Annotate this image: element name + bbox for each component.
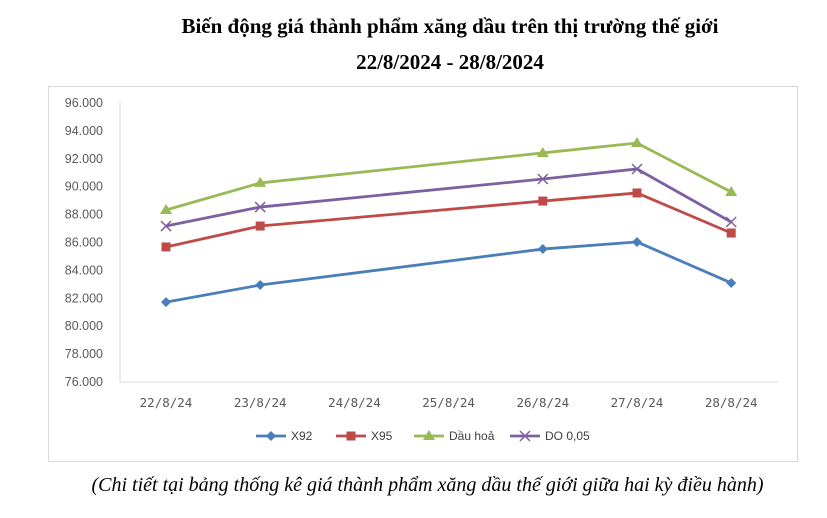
y-tick-label: 82.000 bbox=[65, 291, 103, 305]
x-tick-label: 25/8/24 bbox=[422, 395, 475, 410]
legend-label: DO 0,05 bbox=[545, 429, 590, 443]
y-tick-label: 78.000 bbox=[65, 347, 103, 361]
y-tick-label: 96.000 bbox=[65, 96, 103, 110]
data-point bbox=[160, 203, 172, 214]
data-point bbox=[161, 242, 171, 252]
series-line-2 bbox=[165, 141, 732, 212]
x-tick-label: 28/8/24 bbox=[705, 395, 758, 410]
data-point bbox=[254, 176, 267, 187]
data-point bbox=[726, 228, 736, 238]
data-point bbox=[255, 221, 265, 231]
series-line-1 bbox=[165, 191, 732, 249]
data-point bbox=[631, 137, 643, 148]
data-point bbox=[538, 196, 548, 206]
x-tick-label: 26/8/24 bbox=[516, 395, 569, 410]
data-point bbox=[632, 236, 642, 247]
y-tick-label: 92.000 bbox=[65, 152, 103, 166]
data-point bbox=[632, 188, 642, 198]
y-tick-label: 80.000 bbox=[65, 319, 103, 333]
y-tick-label: 94.000 bbox=[65, 124, 103, 138]
y-tick-label: 76.000 bbox=[65, 375, 103, 389]
data-point bbox=[536, 146, 549, 157]
data-point bbox=[255, 280, 266, 291]
footnote: (Chi tiết tại bảng thống kê giá thành ph… bbox=[91, 474, 764, 496]
y-tick-label: 88.000 bbox=[65, 208, 103, 222]
legend-marker bbox=[423, 430, 435, 440]
legend-marker bbox=[519, 430, 531, 442]
chart-subtitle: 22/8/2024 - 28/8/2024 bbox=[356, 50, 544, 74]
chart-frame bbox=[48, 86, 798, 462]
y-tick-label: 90.000 bbox=[65, 180, 103, 194]
data-point bbox=[631, 163, 643, 175]
data-point bbox=[537, 173, 549, 185]
data-point bbox=[160, 220, 172, 232]
legend-marker bbox=[266, 431, 276, 441]
chart-title: Biến động giá thành phẩm xăng dầu trên t… bbox=[181, 14, 719, 38]
data-point bbox=[726, 277, 737, 288]
legend-label: X95 bbox=[371, 429, 393, 443]
data-point bbox=[725, 186, 738, 197]
legend-marker bbox=[346, 431, 356, 441]
x-tick-label: 24/8/24 bbox=[328, 395, 381, 410]
series-line-0 bbox=[165, 240, 732, 304]
x-tick-label: 23/8/24 bbox=[234, 395, 287, 410]
data-point bbox=[254, 201, 266, 213]
x-tick-label: 27/8/24 bbox=[611, 395, 664, 410]
data-point bbox=[537, 244, 548, 255]
data-point bbox=[161, 297, 171, 308]
legend-label: Dầu hoả bbox=[449, 429, 495, 443]
legend-label: X92 bbox=[291, 429, 313, 443]
x-tick-label: 22/8/24 bbox=[140, 395, 193, 410]
data-point bbox=[725, 216, 737, 228]
y-tick-label: 84.000 bbox=[65, 263, 103, 277]
y-tick-label: 86.000 bbox=[65, 236, 103, 250]
